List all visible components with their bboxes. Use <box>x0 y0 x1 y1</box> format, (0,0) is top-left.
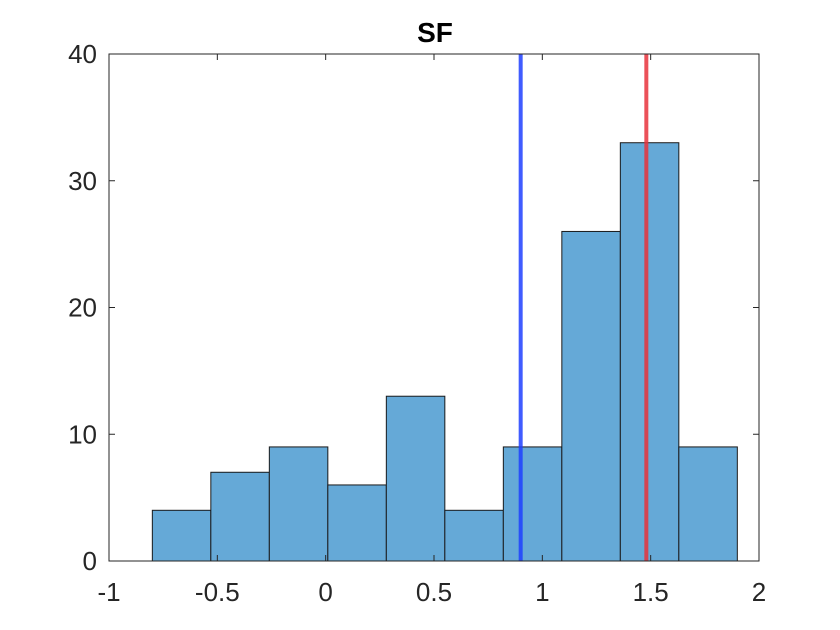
x-tick-label: 1.5 <box>633 577 669 607</box>
histogram-bar <box>210 471 270 562</box>
histogram-bar <box>502 446 563 562</box>
x-axis-ticks: -1 -0.5 0 0.5 1 1.5 2 <box>97 54 766 607</box>
x-tick-label: 1 <box>535 577 549 607</box>
y-tick-label: 0 <box>83 546 97 576</box>
histogram-bar <box>678 446 738 562</box>
histogram-bar <box>268 446 329 562</box>
x-tick-label: 2 <box>752 577 766 607</box>
y-tick-label: 40 <box>68 39 97 69</box>
reference-lines <box>518 54 649 561</box>
chart-title: SF <box>417 17 453 48</box>
histogram-bars <box>151 142 738 562</box>
histogram-bar <box>151 509 212 562</box>
y-tick-label: 10 <box>68 419 97 449</box>
histogram-bar <box>327 484 387 562</box>
histogram-bar <box>619 142 680 562</box>
y-axis-ticks: 0 10 20 30 40 <box>68 39 759 576</box>
x-tick-label: -1 <box>97 577 120 607</box>
y-tick-label: 30 <box>68 166 97 196</box>
y-tick-label: 20 <box>68 293 97 323</box>
histogram-bar <box>561 230 621 562</box>
x-tick-label: 0 <box>318 577 332 607</box>
x-tick-label: 0.5 <box>416 577 452 607</box>
x-tick-label: -0.5 <box>195 577 240 607</box>
histogram-bar <box>444 509 504 562</box>
histogram-bar <box>385 395 446 562</box>
